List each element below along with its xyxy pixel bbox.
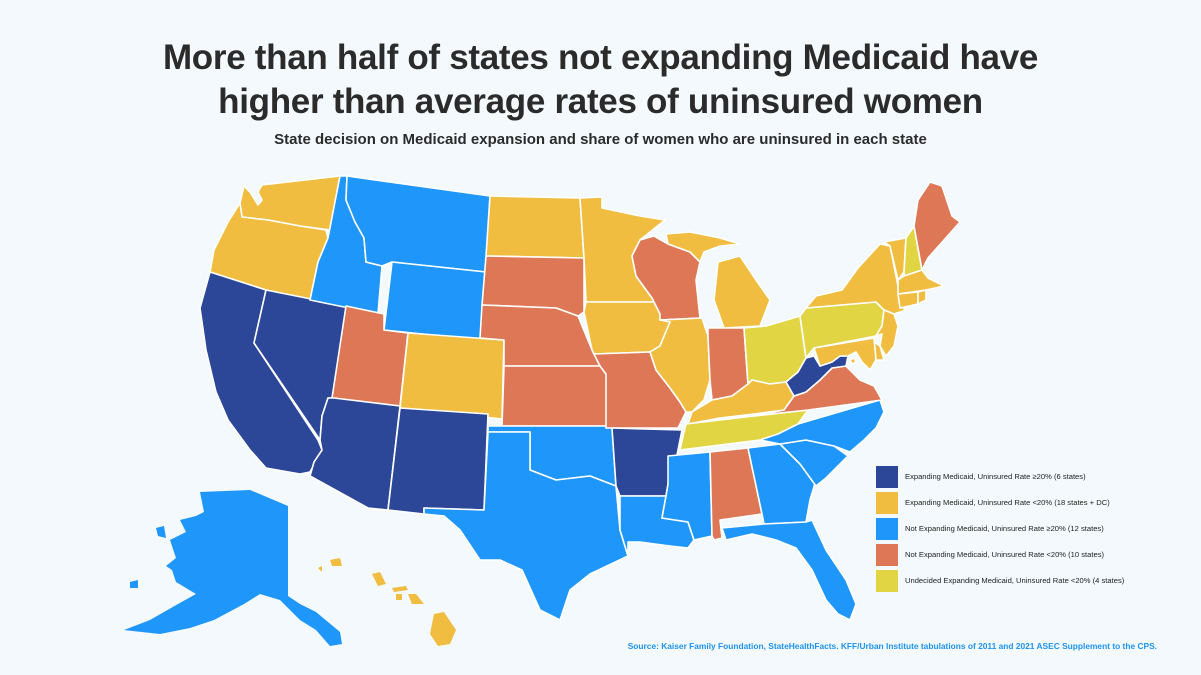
state-NY[interactable] <box>805 243 907 315</box>
state-RI[interactable] <box>917 289 927 305</box>
state-AK[interactable] <box>124 490 342 646</box>
legend-item-not-expanding-low: Not Expanding Medicaid, Uninsured Rate <… <box>876 543 1124 566</box>
legend-label: Not Expanding Medicaid, Uninsured Rate <… <box>905 550 1105 559</box>
state-FL[interactable] <box>721 519 857 621</box>
chart-subtitle: State decision on Medicaid expansion and… <box>274 131 927 148</box>
state-VT[interactable] <box>883 237 907 281</box>
state-NM[interactable] <box>387 407 489 515</box>
state-MD[interactable] <box>813 337 877 371</box>
legend-label: Expanding Medicaid, Uninsured Rate ≥20% … <box>905 472 1086 481</box>
legend-label: Undecided Expanding Medicaid, Uninsured … <box>905 576 1125 585</box>
state-TX[interactable] <box>423 431 629 621</box>
legend-item-undecided-low: Undecided Expanding Medicaid, Uninsured … <box>876 569 1125 592</box>
state-AZ[interactable] <box>309 397 401 511</box>
state-NC[interactable] <box>759 399 885 453</box>
state-MI[interactable] <box>665 231 771 329</box>
legend-item-not-expanding-high: Not Expanding Medicaid, Uninsured Rate ≥… <box>876 517 1124 540</box>
legend-label: Not Expanding Medicaid, Uninsured Rate ≥… <box>905 524 1104 533</box>
state-DC[interactable] <box>849 357 857 365</box>
chart-title: More than half of states not expanding M… <box>0 36 1201 124</box>
state-WY[interactable] <box>383 261 487 341</box>
legend-swatch <box>876 569 898 592</box>
state-KS[interactable] <box>501 365 611 427</box>
state-NJ[interactable] <box>875 309 899 357</box>
legend-swatch <box>876 543 898 566</box>
legend-item-expanding-high: Expanding Medicaid, Uninsured Rate ≥20% … <box>876 465 1124 488</box>
state-CT[interactable] <box>897 291 919 309</box>
state-CO[interactable] <box>399 332 505 420</box>
source-note: Source: Kaiser Family Foundation, StateH… <box>627 641 1157 651</box>
legend: Expanding Medicaid, Uninsured Rate ≥20% … <box>876 465 1125 596</box>
legend-label: Expanding Medicaid, Uninsured Rate <20% … <box>905 498 1110 507</box>
state-MT[interactable] <box>345 175 491 273</box>
state-ND[interactable] <box>485 195 585 259</box>
state-HI[interactable] <box>318 558 456 646</box>
legend-item-expanding-low: Expanding Medicaid, Uninsured Rate <20% … <box>876 491 1124 514</box>
legend-swatch <box>876 517 898 540</box>
title-line-2: higher than average rates of uninsured w… <box>218 82 983 121</box>
title-line-1: More than half of states not expanding M… <box>162 38 1039 77</box>
state-ME[interactable] <box>913 181 961 271</box>
legend-swatch <box>876 465 898 488</box>
legend-swatch <box>876 491 898 514</box>
